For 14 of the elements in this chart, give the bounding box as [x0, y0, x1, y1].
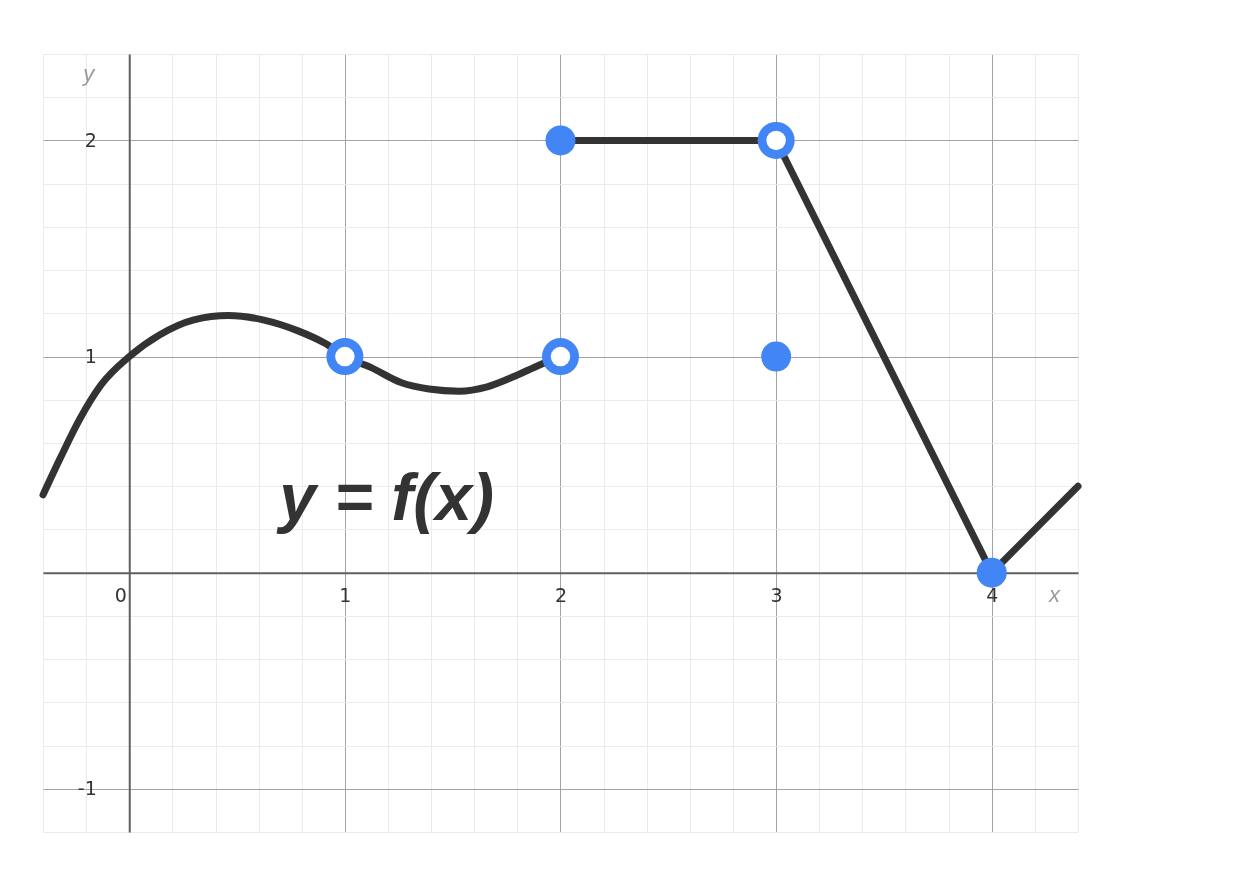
x-tick-label: 1 — [339, 584, 352, 607]
point — [976, 557, 1007, 588]
point — [545, 125, 576, 156]
y-tick-label: -1 — [77, 777, 97, 800]
x-tick-label: 0 — [114, 584, 127, 607]
annotation: y = f(x) — [276, 459, 494, 534]
y-axis-title: y — [81, 60, 97, 86]
x-tick-label: 3 — [770, 584, 783, 607]
x-axis-title: x — [1048, 582, 1061, 608]
x-tick-label: 2 — [554, 584, 568, 607]
y-tick-label: 1 — [84, 345, 97, 368]
y-tick-label: 2 — [84, 128, 97, 151]
x-tick-label: 4 — [986, 584, 999, 607]
point — [761, 341, 792, 372]
